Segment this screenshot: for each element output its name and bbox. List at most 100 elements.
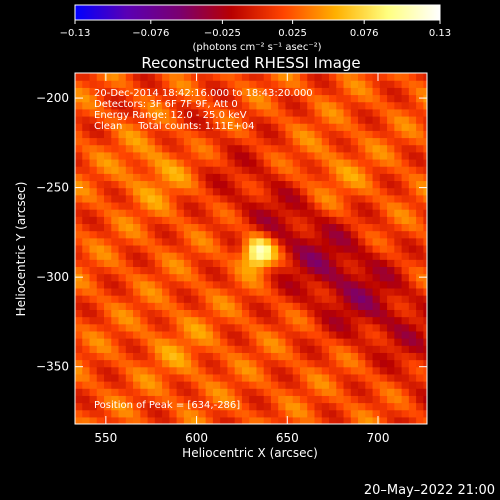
heatmap-cell: [416, 416, 424, 424]
heatmap-cell: [365, 166, 374, 174]
heatmap-cell: [162, 366, 170, 375]
heatmap-cell: [365, 345, 374, 353]
heatmap-cell: [350, 359, 359, 368]
heatmap-cell: [408, 223, 417, 232]
heatmap-cell: [263, 130, 272, 139]
heatmap-cell: [183, 373, 192, 382]
heatmap-cell: [162, 223, 170, 232]
heatmap-cell: [249, 115, 258, 124]
heatmap-cell: [96, 73, 105, 81]
heatmap-cell: [358, 252, 366, 260]
heatmap-cell: [321, 359, 330, 368]
heatmap-cell: [96, 180, 105, 189]
heatmap-cell: [379, 187, 388, 196]
heatmap-cell: [176, 108, 185, 117]
heatmap-cell: [307, 94, 316, 103]
heatmap-cell: [401, 244, 410, 253]
heatmap-cell: [82, 137, 91, 146]
heatmap-cell: [125, 345, 134, 353]
heatmap-cell: [140, 209, 149, 217]
heatmap-cell: [125, 409, 134, 418]
heatmap-cell: [278, 216, 287, 225]
heatmap-cell: [154, 359, 163, 368]
heatmap-cell: [96, 101, 105, 110]
heatmap-cell: [191, 381, 199, 389]
heatmap-cell: [329, 359, 337, 368]
heatmap-cell: [329, 295, 337, 303]
heatmap-cell: [89, 302, 98, 310]
heatmap-cell: [379, 352, 388, 361]
heatmap-cell: [387, 266, 395, 275]
heatmap-cell: [299, 388, 308, 396]
heatmap-cell: [198, 359, 207, 368]
heatmap-cell: [104, 316, 112, 325]
heatmap-cell: [169, 345, 178, 353]
heatmap-cell: [191, 359, 199, 368]
heatmap-cell: [220, 223, 229, 232]
heatmap-cell: [423, 395, 427, 404]
heatmap-cell: [321, 237, 330, 246]
heatmap-cell: [198, 287, 207, 296]
heatmap-cell: [125, 402, 134, 411]
heatmap-cell: [234, 158, 243, 167]
heatmap-cell: [329, 352, 337, 361]
heatmap-cell: [401, 345, 410, 353]
heatmap-cell: [140, 273, 149, 282]
heatmap-cell: [278, 316, 287, 325]
heatmap-cell: [169, 187, 178, 196]
heatmap-cell: [82, 395, 91, 404]
colorbar: [74, 4, 441, 21]
heatmap-cell: [379, 366, 388, 375]
heatmap-cell: [379, 381, 388, 389]
heatmap-cell: [241, 381, 250, 389]
heatmap-cell: [118, 237, 127, 246]
heatmap-cell: [379, 309, 388, 318]
heatmap-cell: [278, 295, 287, 303]
heatmap-cell: [307, 187, 316, 196]
heatmap-cell: [299, 345, 308, 353]
heatmap-cell: [307, 338, 316, 346]
heatmap-cell: [350, 280, 359, 289]
heatmap-cell: [299, 108, 308, 117]
heatmap-cell: [125, 323, 134, 332]
heatmap-cell: [343, 381, 352, 389]
heatmap-cell: [307, 87, 316, 96]
heatmap-cell: [154, 273, 163, 282]
heatmap-cell: [358, 381, 366, 389]
heatmap-cell: [191, 330, 199, 339]
heatmap-cell: [278, 302, 287, 310]
heatmap-cell: [118, 173, 127, 182]
heatmap-cell: [111, 323, 120, 332]
heatmap-cell: [365, 94, 374, 103]
heatmap-cell: [162, 302, 170, 310]
heatmap-cell: [285, 352, 294, 361]
heatmap-cell: [176, 173, 185, 182]
heatmap-cell: [162, 352, 170, 361]
heatmap-cell: [270, 359, 279, 368]
heatmap-cell: [205, 287, 214, 296]
heatmap-cell: [140, 73, 149, 81]
heatmap-cell: [162, 395, 170, 404]
heatmap-cell: [118, 309, 127, 318]
heatmap-cell: [256, 330, 265, 339]
heatmap-cell: [183, 316, 192, 325]
heatmap-cell: [387, 237, 395, 246]
heatmap-cell: [387, 101, 395, 110]
heatmap-cell: [256, 144, 265, 153]
heatmap-cell: [89, 166, 98, 174]
heatmap-cell: [387, 180, 395, 189]
heatmap-cell: [198, 209, 207, 217]
heatmap-cell: [336, 201, 345, 210]
heatmap-cell: [343, 108, 352, 117]
heatmap-cell: [154, 388, 163, 396]
heatmap-cell: [249, 187, 258, 196]
heatmap-cell: [227, 223, 236, 232]
heatmap-cell: [249, 381, 258, 389]
heatmap-cell: [162, 287, 170, 296]
heatmap-cell: [227, 402, 236, 411]
heatmap-cell: [299, 80, 308, 88]
heatmap-cell: [220, 316, 229, 325]
heatmap-cell: [365, 252, 374, 260]
heatmap-cell: [314, 323, 323, 332]
heatmap-cell: [125, 108, 134, 117]
